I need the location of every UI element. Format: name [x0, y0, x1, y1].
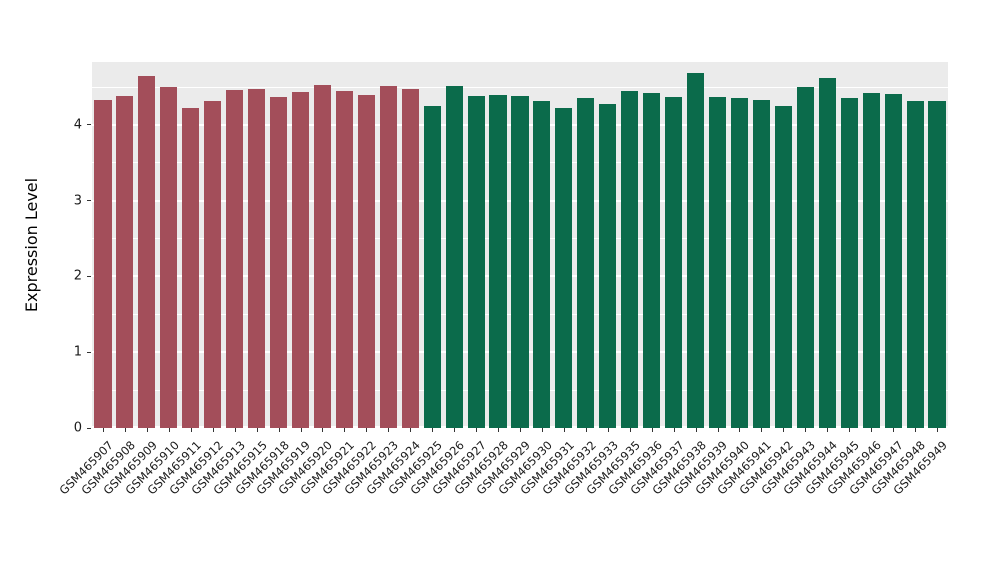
x-tick-mark: [278, 428, 280, 432]
x-tick-mark: [300, 428, 302, 432]
x-tick-mark: [761, 428, 763, 432]
y-tick-label: 1: [73, 344, 82, 360]
x-tick-mark: [827, 428, 829, 432]
x-tick-mark: [102, 428, 104, 432]
x-tick-mark: [783, 428, 785, 432]
x-tick-mark: [607, 428, 609, 432]
bar-GSM465945: [840, 97, 858, 428]
x-tick-mark: [937, 428, 939, 432]
bar-GSM465948: [906, 101, 924, 428]
x-tick-mark: [541, 428, 543, 432]
y-axis-title: Expression Level: [22, 177, 41, 313]
bar-GSM465947: [884, 93, 902, 428]
x-tick-mark: [124, 428, 126, 432]
y-tick-label: 4: [73, 117, 82, 133]
bar-GSM465926: [445, 85, 463, 428]
x-tick-mark: [871, 428, 873, 432]
bar-GSM465929: [511, 96, 529, 428]
x-tick-mark: [498, 428, 500, 432]
x-tick-mark: [388, 428, 390, 432]
bar-GSM465907: [94, 99, 112, 428]
bar-GSM465920: [313, 84, 331, 428]
bar-GSM465940: [730, 97, 749, 428]
y-tick-label: 2: [73, 268, 82, 284]
x-tick-mark: [344, 428, 346, 432]
y-tick-mark: [87, 427, 91, 429]
bar-GSM465915: [248, 88, 266, 428]
bar-GSM465921: [335, 90, 353, 428]
x-tick-mark: [915, 428, 917, 432]
bar-GSM465925: [423, 105, 441, 428]
bar-GSM465941: [752, 99, 770, 428]
bar-GSM465944: [818, 77, 836, 428]
minor-gridline: [92, 86, 948, 88]
bar-GSM465936: [643, 93, 661, 428]
bar-GSM465913: [226, 90, 244, 428]
x-tick-mark: [651, 428, 653, 432]
bar-GSM465933: [599, 104, 617, 428]
x-tick-mark: [739, 428, 741, 432]
x-tick-mark: [893, 428, 895, 432]
bar-GSM465923: [379, 85, 397, 428]
bar-GSM465908: [116, 96, 134, 428]
bar-GSM465924: [401, 89, 419, 428]
x-tick-mark: [322, 428, 324, 432]
bar-GSM465910: [160, 87, 178, 428]
x-tick-mark: [849, 428, 851, 432]
plot-panel: [92, 62, 948, 428]
x-tick-mark: [146, 428, 148, 432]
x-tick-mark: [695, 428, 697, 432]
bar-GSM465942: [774, 105, 792, 428]
y-tick-label: 0: [73, 420, 82, 436]
bar-GSM465930: [533, 100, 551, 428]
bar-GSM465937: [665, 96, 683, 428]
bar-GSM465909: [138, 75, 156, 428]
x-tick-mark: [563, 428, 565, 432]
y-tick-mark: [87, 275, 91, 277]
bar-GSM465946: [862, 93, 880, 428]
bar-GSM465919: [291, 91, 310, 428]
x-tick-mark: [520, 428, 521, 432]
x-tick-mark: [190, 428, 192, 432]
bar-GSM465918: [270, 96, 288, 428]
bar-GSM465943: [796, 87, 814, 428]
x-tick-mark: [717, 428, 719, 432]
bar-GSM465928: [489, 94, 507, 428]
bar-GSM465938: [687, 73, 705, 428]
x-tick-mark: [410, 428, 412, 432]
x-tick-mark: [454, 428, 456, 432]
bar-GSM465927: [467, 96, 485, 428]
x-tick-mark: [234, 428, 236, 432]
x-tick-mark: [366, 428, 368, 432]
bar-GSM465939: [708, 96, 727, 428]
y-tick-label: 3: [73, 193, 82, 209]
bar-GSM465911: [182, 108, 200, 428]
x-tick-mark: [585, 428, 587, 432]
bar-GSM465935: [621, 90, 639, 428]
bar-GSM465912: [204, 101, 222, 428]
bar-GSM465949: [928, 100, 946, 428]
bar-GSM465932: [577, 98, 595, 428]
y-tick-mark: [87, 124, 91, 126]
x-tick-mark: [432, 428, 434, 432]
x-tick-mark: [476, 428, 478, 432]
bar-GSM465931: [555, 108, 573, 428]
y-tick-mark: [87, 200, 91, 202]
x-tick-mark: [805, 428, 807, 432]
x-tick-mark: [168, 428, 170, 432]
x-tick-mark: [256, 428, 258, 432]
x-tick-mark: [673, 428, 675, 432]
x-tick-mark: [212, 428, 214, 432]
bar-GSM465922: [357, 94, 375, 428]
x-tick-mark: [629, 428, 631, 432]
y-tick-mark: [87, 351, 91, 353]
